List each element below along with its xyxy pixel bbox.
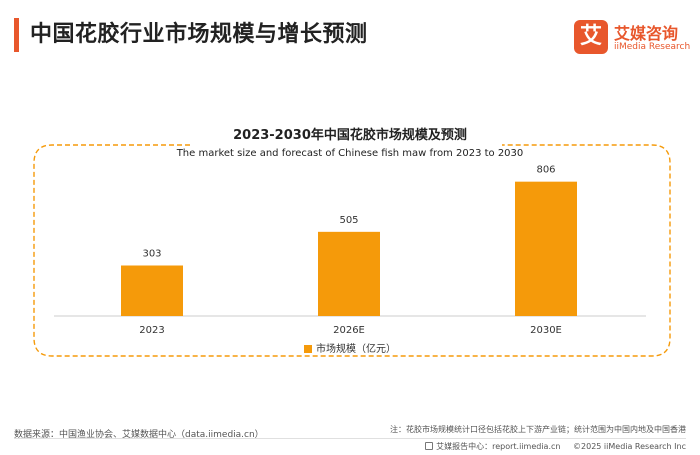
footer-divider	[14, 438, 686, 439]
bar-2030E	[515, 181, 577, 316]
bar-2026E	[318, 231, 380, 316]
copyright-text: ©2025 iiMedia Research Inc	[573, 442, 686, 451]
x-tick-label-2023: 2023	[139, 325, 164, 336]
legend-swatch	[304, 345, 312, 353]
chart-legend: 市场规模（亿元）	[0, 340, 700, 355]
logo-english-name: iiMedia Research	[614, 42, 691, 52]
x-tick-label-2026E: 2026E	[333, 325, 365, 336]
footnote: 注：花胶市场规模统计口径包括花胶上下游产业链；统计范围为中国内地及中国香港	[390, 425, 686, 434]
data-label-2030E: 806	[536, 165, 555, 176]
x-tick-label-2030E: 2030E	[530, 325, 562, 336]
iimedia-logo: 艾 艾媒咨询 iiMedia Research	[574, 20, 691, 56]
report-icon	[425, 442, 434, 450]
bar-2023	[121, 265, 183, 316]
report-center-link[interactable]: 艾媒报告中心：report.iimedia.cn	[436, 442, 561, 451]
title-accent-bar	[14, 18, 19, 52]
logo-mark-icon: 艾	[574, 20, 608, 54]
page-title: 中国花胶行业市场规模与增长预测	[30, 22, 368, 47]
data-source: 数据来源：中国渔业协会、艾媒数据中心（data.iimedia.cn）	[14, 430, 264, 440]
legend-label: 市场规模（亿元）	[316, 344, 396, 355]
chart-frame	[33, 144, 671, 357]
data-label-2023: 303	[142, 249, 161, 260]
chart-title: 2023-2030年中国花胶市场规模及预测	[233, 128, 467, 143]
chart-subtitle: The market size and forecast of Chinese …	[176, 148, 524, 159]
data-label-2026E: 505	[339, 215, 358, 226]
footer-credits: 艾媒报告中心：report.iimedia.cn ©2025 iiMedia R…	[425, 441, 686, 452]
logo-chinese-name: 艾媒咨询	[614, 24, 679, 43]
